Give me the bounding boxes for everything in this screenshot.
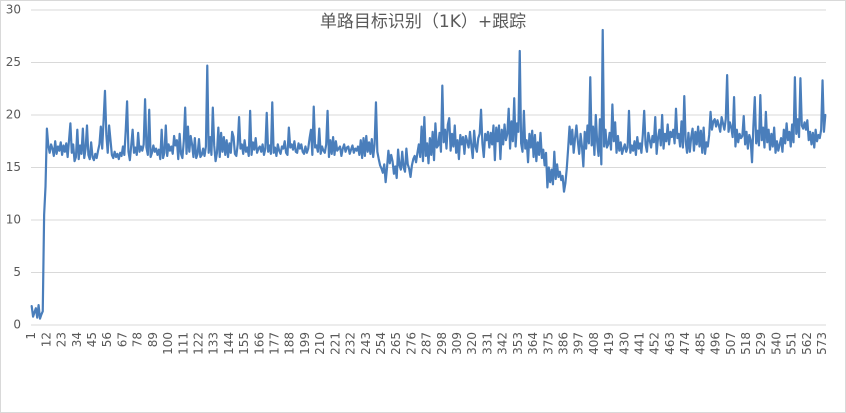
x-tick-label: 287: [420, 332, 434, 355]
x-tick-label: 562: [800, 332, 814, 355]
x-tick-label: 441: [633, 332, 647, 355]
x-tick-label: 232: [344, 332, 358, 355]
x-tick-label: 397: [572, 332, 586, 355]
x-tick-label: 386: [556, 332, 570, 355]
x-tick-label: 496: [709, 332, 723, 355]
x-tick-label: 342: [496, 332, 510, 355]
x-tick-label: 320: [465, 332, 479, 355]
y-tick-label: 15: [6, 160, 21, 174]
chart-title: 单路目标识别（1K）+跟踪: [320, 12, 526, 32]
y-tick-label: 0: [13, 318, 21, 332]
x-tick-label: 298: [435, 332, 449, 355]
x-tick-label: 485: [693, 332, 707, 355]
x-tick-label: 309: [450, 332, 464, 355]
x-tick-label: 364: [526, 332, 540, 355]
y-tick-label: 20: [6, 108, 21, 122]
x-tick-label: 34: [70, 332, 84, 347]
x-tick-label: 177: [268, 332, 282, 355]
x-tick-label: 122: [191, 332, 205, 355]
x-tick-label: 210: [313, 332, 327, 355]
y-tick-label: 25: [6, 55, 21, 69]
x-tick-label: 100: [161, 332, 175, 355]
x-tick-label: 463: [663, 332, 677, 355]
x-tick-label: 551: [785, 332, 799, 355]
x-tick-label: 507: [724, 332, 738, 355]
data-line: [30, 28, 827, 320]
x-tick-label: 474: [678, 332, 692, 355]
x-tick-label: 408: [587, 332, 601, 355]
y-tick-label: 30: [6, 3, 21, 17]
x-tick-label: 188: [283, 332, 297, 355]
x-tick-label: 56: [100, 332, 114, 347]
x-tick-label: 12: [39, 332, 53, 347]
x-tick-label: 221: [328, 332, 342, 355]
x-tick-label: 375: [541, 332, 555, 355]
x-tick-label: 133: [207, 332, 221, 355]
x-tick-label: 276: [404, 332, 418, 355]
x-tick-label: 23: [55, 332, 69, 347]
x-tick-label: 518: [739, 332, 753, 355]
x-tick-label: 199: [298, 332, 312, 355]
x-tick-label: 353: [511, 332, 525, 355]
x-tick-label: 1: [24, 332, 38, 340]
x-tick-label: 331: [480, 332, 494, 355]
x-tick-label: 540: [769, 332, 783, 355]
x-tick-label: 452: [648, 332, 662, 355]
x-tick-label: 243: [359, 332, 373, 355]
x-tick-label: 67: [115, 332, 129, 347]
x-tick-label: 254: [374, 332, 388, 355]
x-tick-label: 78: [131, 332, 145, 347]
x-tick-label: 144: [222, 332, 236, 355]
y-tick-label: 5: [13, 265, 21, 279]
x-tick-label: 155: [237, 332, 251, 355]
x-tick-label: 265: [389, 332, 403, 355]
x-tick-label: 573: [815, 332, 829, 355]
x-tick-label: 45: [85, 332, 99, 347]
y-tick-label: 10: [6, 213, 21, 227]
x-tick-label: 529: [754, 332, 768, 355]
x-tick-label: 111: [176, 332, 190, 355]
x-tick-label: 430: [617, 332, 631, 355]
x-tick-label: 419: [602, 332, 616, 355]
x-tick-label: 89: [146, 332, 160, 347]
x-tick-label: 166: [252, 332, 266, 355]
